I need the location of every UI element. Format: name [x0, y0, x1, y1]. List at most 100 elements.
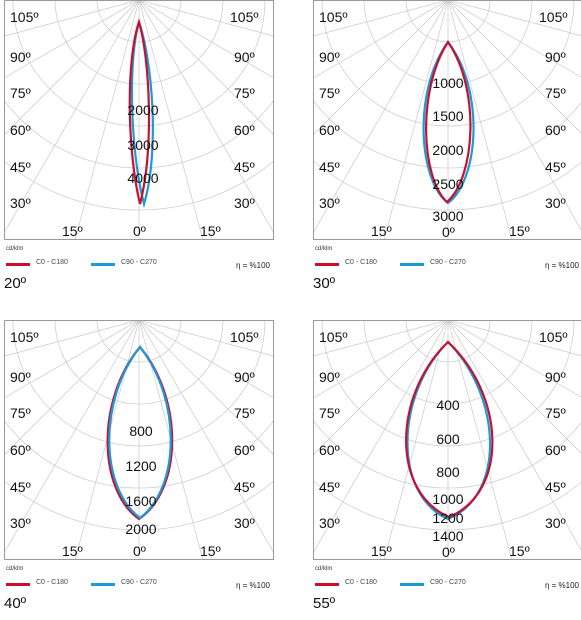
polar-chart-panel: 105º 105º 90º 90º 75º 75º 60º 60º 45º 45… — [313, 320, 581, 620]
angle-label-105-left: 105º — [319, 9, 347, 25]
angle-label-105-right: 105º — [539, 9, 567, 25]
radial-label: 1500 — [432, 108, 463, 124]
curve-c0-c180 — [128, 18, 151, 205]
angle-label-60-left: 60º — [10, 122, 31, 138]
polar-grid — [4, 0, 274, 240]
radial-label: 1400 — [432, 528, 463, 544]
angle-label-30-right: 30º — [234, 515, 255, 531]
chart-legend: cd/klm C0 - C180 C90 - C270 η = %100 — [4, 566, 274, 592]
angle-label-75-left: 75º — [10, 85, 31, 101]
legend-swatch-blue — [400, 263, 424, 266]
angle-label-15-left: 15º — [371, 543, 392, 559]
angle-label-15-left: 15º — [62, 223, 83, 239]
unit-label: cd/klm — [6, 566, 24, 572]
angle-label-75-left: 75º — [319, 85, 340, 101]
angle-label-45-left: 45º — [10, 479, 31, 495]
curve-c0-c180 — [405, 340, 494, 519]
polar-plot-svg: 105º 105º 90º 90º 75º 75º 60º 60º 45º 45… — [4, 320, 274, 560]
angle-label-15-right: 15º — [509, 543, 530, 559]
polar-plot-area: 105º 105º 90º 90º 75º 75º 60º 60º 45º 45… — [4, 320, 274, 560]
angle-label-60-right: 60º — [234, 122, 255, 138]
radial-label: 400 — [436, 397, 460, 413]
angle-label-105-right: 105º — [539, 329, 567, 345]
legend-label-c0: C0 - C180 — [345, 579, 377, 586]
angle-label-30-left: 30º — [319, 515, 340, 531]
radial-label: 2000 — [432, 142, 463, 158]
curve-c90-c270 — [108, 345, 172, 520]
radial-label: 800 — [129, 423, 153, 439]
angle-label-90-right: 90º — [545, 369, 566, 385]
plot-frame — [4, 0, 274, 240]
angle-label-105-right: 105º — [230, 329, 258, 345]
legend-swatch-blue — [91, 583, 115, 586]
angle-label-0: 0º — [442, 544, 455, 560]
polar-chart-panel: 105º 105º 90º 90º 75º 75º 60º 60º 45º 45… — [4, 320, 274, 620]
angle-label-15-right: 15º — [200, 543, 221, 559]
angle-label-45-left: 45º — [319, 479, 340, 495]
legend-swatch-red — [6, 263, 30, 266]
legend-label-c90: C90 - C270 — [430, 579, 466, 586]
radial-labels: 1000 1500 2000 2500 3000 — [432, 75, 463, 224]
angle-labels: 105º 105º 90º 90º 75º 75º 60º 60º 45º 45… — [319, 9, 567, 240]
radial-label: 2500 — [432, 176, 463, 192]
angle-label-90-left: 90º — [319, 49, 340, 65]
angle-label-75-left: 75º — [10, 405, 31, 421]
efficiency-label: η = %100 — [544, 261, 579, 270]
legend-swatch-red — [315, 263, 339, 266]
radial-label: 3000 — [432, 208, 463, 224]
legend-label-c0: C0 - C180 — [36, 579, 68, 586]
polar-chart-panel: 105º 105º 90º 90º 75º 75º 60º 60º 45º 45… — [313, 0, 581, 300]
angle-label-90-right: 90º — [234, 369, 255, 385]
curve-c0-c180 — [425, 40, 472, 204]
legend-label-c0: C0 - C180 — [345, 259, 377, 266]
angle-label-30-left: 30º — [319, 195, 340, 211]
polar-plot-svg: 105º 105º 90º 90º 75º 75º 60º 60º 45º 45… — [313, 0, 581, 240]
polar-plot-area: 105º 105º 90º 90º 75º 75º 60º 60º 45º 45… — [313, 320, 581, 560]
angle-label-0: 0º — [133, 223, 146, 239]
angle-label-15-right: 15º — [200, 223, 221, 239]
polar-chart-panel: 105º 105º 90º 90º 75º 75º 60º 60º 45º 45… — [4, 0, 274, 300]
angle-label-30-left: 30º — [10, 515, 31, 531]
angle-label-75-left: 75º — [319, 405, 340, 421]
legend-swatch-red — [315, 583, 339, 586]
angle-label-75-right: 75º — [545, 85, 566, 101]
radial-label: 2000 — [125, 521, 156, 537]
plot-frame — [313, 320, 581, 560]
radial-label: 4000 — [127, 170, 158, 186]
polar-plot-area: 105º 105º 90º 90º 75º 75º 60º 60º 45º 45… — [4, 0, 274, 240]
efficiency-label: η = %100 — [235, 581, 270, 590]
angle-label-30-right: 30º — [545, 195, 566, 211]
angle-label-105-right: 105º — [230, 9, 258, 25]
unit-label: cd/klm — [315, 246, 333, 252]
angle-label-90-left: 90º — [319, 369, 340, 385]
radial-label: 1200 — [125, 458, 156, 474]
plot-frame — [313, 0, 581, 240]
angle-label-15-left: 15º — [62, 543, 83, 559]
legend-swatch-blue — [91, 263, 115, 266]
radial-label: 800 — [436, 464, 460, 480]
efficiency-label: η = %100 — [544, 581, 579, 590]
radial-label: 3000 — [127, 137, 158, 153]
legend-swatch-red — [6, 583, 30, 586]
angle-label-60-left: 60º — [319, 122, 340, 138]
radial-label: 600 — [436, 431, 460, 447]
angle-label-0: 0º — [442, 224, 455, 240]
angle-label-105-left: 105º — [319, 329, 347, 345]
curve-c90-c270 — [130, 18, 154, 209]
polar-plot-svg: 105º 105º 90º 90º 75º 75º 60º 60º 45º 45… — [313, 320, 581, 560]
efficiency-label: η = %100 — [235, 261, 270, 270]
angle-label-45-left: 45º — [319, 159, 340, 175]
radial-label: 1000 — [432, 75, 463, 91]
angle-labels: 105º 105º 90º 90º 75º 75º 60º 60º 45º 45… — [10, 329, 258, 559]
legend-label-c90: C90 - C270 — [430, 259, 466, 266]
legend-label-c90: C90 - C270 — [121, 579, 157, 586]
angle-labels: 105º 105º 90º 90º 75º 75º 60º 60º 45º 45… — [10, 9, 258, 239]
angle-label-90-left: 90º — [10, 369, 31, 385]
legend-label-c0: C0 - C180 — [36, 259, 68, 266]
beam-angle-caption: 20º — [4, 275, 27, 292]
chart-legend: cd/klm C0 - C180 C90 - C270 η = %100 — [313, 246, 581, 272]
beam-angle-caption: 55º — [313, 595, 336, 612]
curve-c90-c270 — [422, 40, 475, 205]
angle-label-45-right: 45º — [234, 159, 255, 175]
angle-label-90-right: 90º — [545, 49, 566, 65]
